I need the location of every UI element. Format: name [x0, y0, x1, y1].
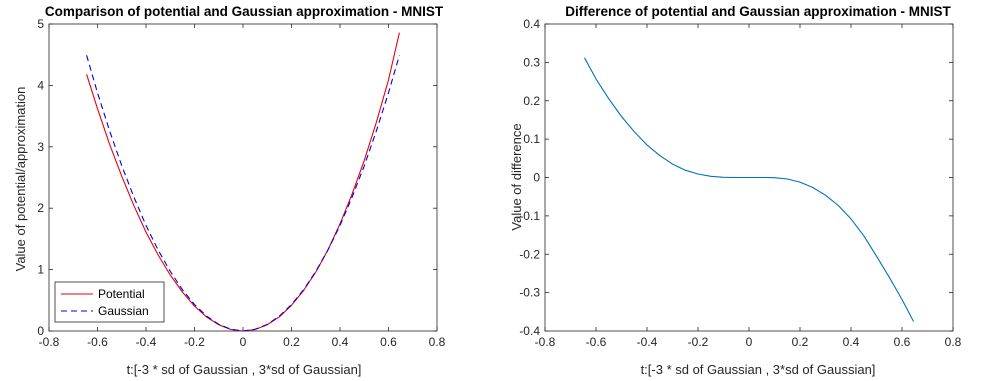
y-tick-label: 0.2 — [523, 94, 540, 108]
x-tick-label: 0.4 — [332, 335, 349, 349]
x-tick-label: -0.6 — [87, 335, 108, 349]
x-tick-label: -0.4 — [136, 335, 157, 349]
y-tick-label: 0 — [533, 171, 540, 185]
y-tick-label: 3 — [37, 140, 44, 154]
y-tick-label: 0 — [37, 324, 44, 338]
y-tick-label: -0.3 — [519, 286, 540, 300]
plot-area — [48, 23, 438, 332]
x-tick-label: 0 — [746, 335, 753, 349]
x-tick-label: -0.2 — [688, 335, 709, 349]
chart-difference: Difference of potential and Gaussian app… — [509, 4, 962, 377]
y-axis-label: Value of difference — [509, 123, 524, 230]
x-axis-label: t:[-3 * sd of Gaussian , 3*sd of Gaussia… — [641, 362, 876, 377]
x-tick-label: -0.2 — [184, 335, 205, 349]
chart-title: Comparison of potential and Gaussian app… — [45, 4, 444, 19]
x-tick-label: 0.6 — [380, 335, 397, 349]
x-tick-label: 0.4 — [843, 335, 860, 349]
y-axis-label: Value of potential/approximation — [13, 87, 28, 272]
y-tick-label: 5 — [37, 17, 44, 31]
legend: Potential Gaussian — [54, 281, 165, 323]
legend-entry: Potential — [98, 287, 145, 301]
x-axis-label: t:[-3 * sd of Gaussian , 3*sd of Gaussia… — [127, 362, 362, 377]
series-line-gaussian — [86, 55, 400, 332]
x-tick-label: 0.8 — [429, 335, 446, 349]
legend-entry: Gaussian — [98, 304, 149, 318]
y-tick-label: -0.1 — [519, 209, 540, 223]
y-tick-label: 0.4 — [523, 17, 540, 31]
x-tick-label: -0.8 — [535, 335, 556, 349]
y-tick-label: 0.1 — [523, 132, 540, 146]
x-tick-label: -0.6 — [586, 335, 607, 349]
x-tick-label: 0.6 — [894, 335, 911, 349]
series-line-difference — [584, 57, 914, 322]
x-tick-label: 0.8 — [945, 335, 962, 349]
y-tick-label: -0.4 — [519, 324, 540, 338]
x-tick-label: 0.2 — [792, 335, 809, 349]
chart-potential-vs-gaussian: Comparison of potential and Gaussian app… — [13, 4, 446, 377]
x-tick-label: 0 — [240, 335, 247, 349]
y-tick-label: 2 — [37, 201, 44, 215]
y-tick-label: 0.3 — [523, 55, 540, 69]
x-tick-label: 0.2 — [283, 335, 300, 349]
x-tick-label: -0.4 — [637, 335, 658, 349]
y-tick-label: 4 — [37, 78, 44, 92]
legend-box — [54, 281, 165, 323]
chart-title: Difference of potential and Gaussian app… — [565, 4, 951, 19]
y-tick-label: 1 — [37, 263, 44, 277]
y-tick-label: -0.2 — [519, 247, 540, 261]
x-tick-label: -0.8 — [39, 335, 60, 349]
